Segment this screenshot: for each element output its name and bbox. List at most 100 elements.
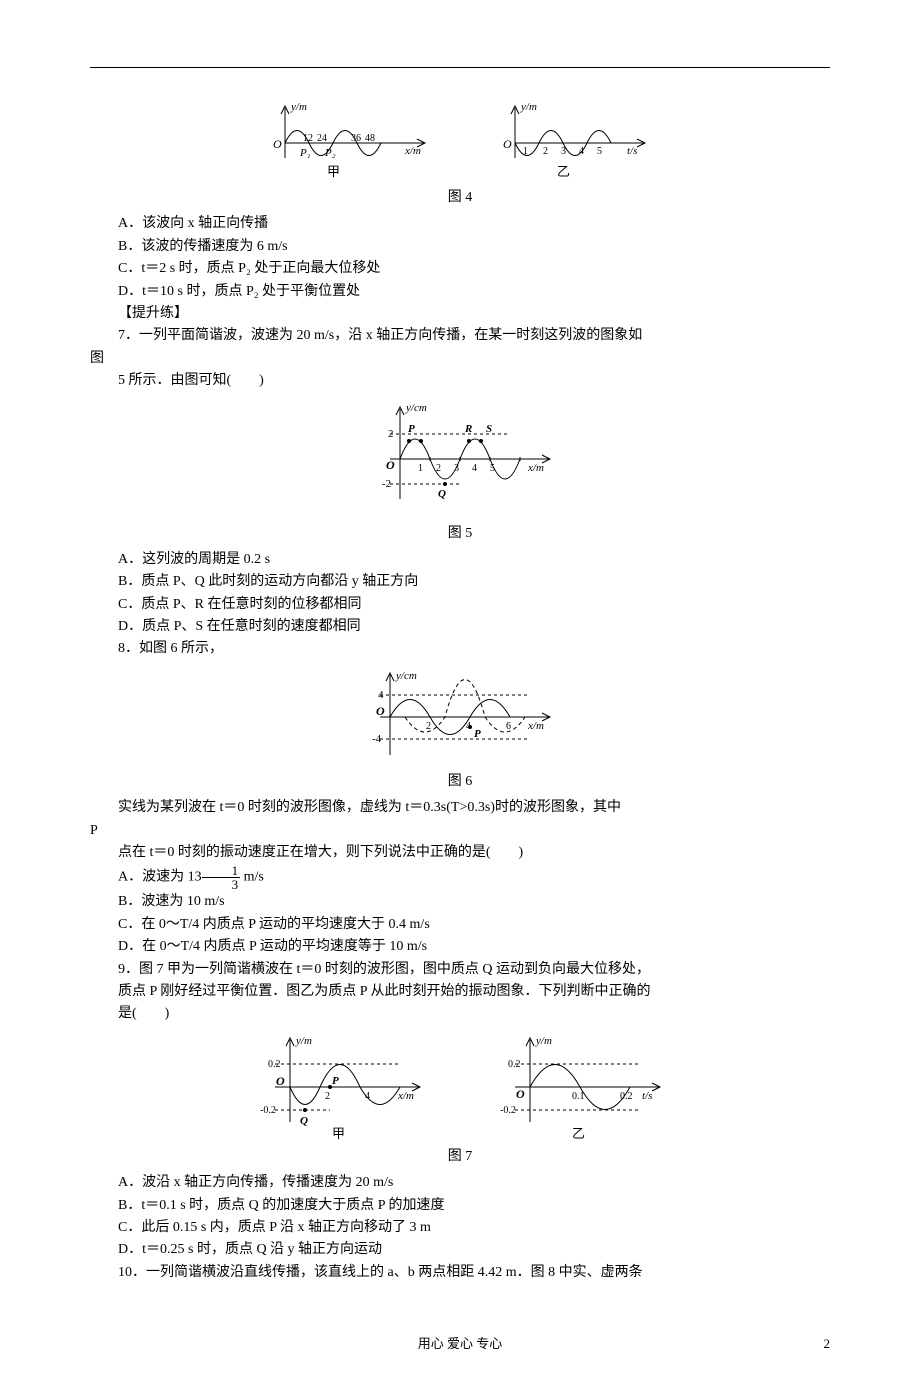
fig5-ymin: -2 — [382, 478, 391, 490]
figure-4: y/m O 12 24 36 48 x/m P₁ P₂ 甲 y/m O 1 2 … — [90, 98, 830, 183]
q8-A-frac: 13 — [202, 864, 241, 891]
fig7r-xlabel: t/s — [642, 1090, 652, 1102]
fig7l-ymax: 0.2 — [268, 1059, 281, 1070]
fig7r-ymin: -0.2 — [500, 1105, 516, 1116]
fig5-R: R — [464, 423, 472, 435]
section-heading: 【提升练】 — [90, 303, 830, 325]
fig7l-ymin: -0.2 — [260, 1105, 276, 1116]
q7-stem1b: 图 — [90, 348, 830, 370]
fig7r-origin: O — [516, 1087, 525, 1101]
q9-D: D．t＝0.25 s 时，质点 Q 沿 y 轴正方向运动 — [90, 1239, 830, 1261]
q8-A-post: m/s — [240, 870, 264, 885]
q9-stem2: 质点 P 刚好经过平衡位置．图乙为质点 P 从此时刻开始的振动图象．下列判断中正… — [90, 981, 830, 1003]
fig4-left-t1: 12 — [303, 133, 313, 144]
fig4-right-svg: y/m O 1 2 3 4 5 t/s 乙 — [495, 98, 655, 183]
fig5-origin: O — [386, 458, 395, 472]
fig4-right-t3: 3 — [561, 146, 566, 157]
q9-stem1: 9．图 7 甲为一列简谐横波在 t＝0 时刻的波形图，图中质点 Q 运动到负向最… — [90, 959, 830, 981]
fig7l-xt2: 4 — [365, 1091, 370, 1102]
fig4-left-svg: y/m O 12 24 36 48 x/m P₁ P₂ 甲 — [265, 98, 435, 183]
q7-C: C．质点 P、R 在任意时刻的位移都相同 — [90, 594, 830, 616]
fig4-left-p2: P₂ — [324, 147, 336, 159]
fig4-right-t2: 2 — [543, 146, 548, 157]
q8-stem3: 点在 t＝0 时刻的振动速度正在增大，则下列说法中正确的是( ) — [90, 842, 830, 864]
fig5-Q: Q — [438, 488, 446, 500]
fig7r-sub: 乙 — [572, 1126, 585, 1141]
fig4-left-ylabel: y/m — [290, 101, 307, 113]
fig5-xt1: 1 — [418, 463, 423, 474]
fig5-ylabel: y/cm — [405, 402, 427, 414]
fig7l-origin: O — [276, 1074, 285, 1088]
fig6-caption: 图 6 — [90, 771, 830, 793]
fig4-right-ylabel: y/m — [520, 101, 537, 113]
fig6-svg: y/cm 4 -4 O 2 4 6 x/m P — [360, 667, 560, 767]
q6-C: C．t＝2 s 时，质点 P₂ 处于正向最大位移处 — [90, 258, 830, 280]
fig4-caption: 图 4 — [90, 187, 830, 209]
top-rule — [90, 67, 830, 68]
q6-D: D．t＝10 s 时，质点 P₂ 处于平衡位置处 — [90, 281, 830, 303]
fig7l-xlabel: x/m — [397, 1090, 414, 1102]
q8-stem2b: P — [90, 820, 830, 842]
fig4-left-p1: P₁ — [299, 147, 311, 159]
fig5-xt3: 3 — [454, 463, 459, 474]
fig6-origin: O — [376, 704, 385, 718]
fig7r-xt1: 0.1 — [572, 1091, 585, 1102]
fig5-xt5: 5 — [490, 463, 495, 474]
q7-D: D．质点 P、S 在任意时刻的速度都相同 — [90, 616, 830, 638]
fig4-left-sub: 甲 — [327, 164, 340, 179]
fig6-ymin: -4 — [372, 733, 382, 745]
q8-A-frac-d: 3 — [202, 878, 241, 891]
fig7l-P: P — [332, 1075, 339, 1087]
q9-stem3: 是( ) — [90, 1003, 830, 1025]
q6-A: A．该波向 x 轴正向传播 — [90, 213, 830, 235]
fig4-left-t3: 36 — [351, 133, 361, 144]
q7-stem2: 5 所示．由图可知( ) — [90, 370, 830, 392]
fig7l-Q: Q — [300, 1115, 308, 1127]
fig5-ymax: 2 — [388, 428, 394, 440]
fig7r-ylabel: y/m — [535, 1035, 552, 1047]
q8-D: D．在 0～T/4 内质点 P 运动的平均速度等于 10 m/s — [90, 936, 830, 958]
fig4-right-t4: 4 — [579, 146, 584, 157]
fig5-svg: y/cm 2 -2 O 1 2 3 4 5 x/m P R S Q — [360, 399, 560, 519]
fig7r-xt2: 0.2 — [620, 1091, 633, 1102]
fig5-S: S — [486, 423, 492, 435]
fig7l-sub: 甲 — [332, 1126, 345, 1141]
fig5-xlabel: x/m — [527, 462, 544, 474]
q8-stem1: 8．如图 6 所示， — [90, 638, 830, 660]
fig4-left-t4: 48 — [365, 133, 375, 144]
fig4-right-t1: 1 — [523, 146, 528, 157]
q7-B: B．质点 P、Q 此时刻的运动方向都沿 y 轴正方向 — [90, 571, 830, 593]
figure-5: y/cm 2 -2 O 1 2 3 4 5 x/m P R S Q — [90, 399, 830, 519]
fig4-right-xlabel: t/s — [627, 145, 637, 157]
q8-C: C．在 0～T/4 内质点 P 运动的平均速度大于 0.4 m/s — [90, 914, 830, 936]
fig6-ymax: 4 — [378, 689, 384, 701]
fig6-xlabel: x/m — [527, 720, 544, 732]
fig7-caption: 图 7 — [90, 1146, 830, 1168]
q7-stem1: 7．一列平面简谐波，波速为 20 m/s，沿 x 轴正方向传播，在某一时刻这列波… — [90, 325, 830, 347]
footer-motto: 用心 爱心 专心 — [418, 1336, 503, 1351]
q9-B: B．t＝0.1 s 时，质点 Q 的加速度大于质点 P 的加速度 — [90, 1195, 830, 1217]
q8-B: B．波速为 10 m/s — [90, 891, 830, 913]
fig7r-ymax: 0.2 — [508, 1059, 521, 1070]
fig4-right-sub: 乙 — [557, 164, 570, 179]
fig5-P: P — [408, 423, 415, 435]
fig4-left-t2: 24 — [317, 133, 327, 144]
fig7l-xt1: 2 — [325, 1091, 330, 1102]
q8-A-frac-n: 1 — [202, 864, 241, 878]
fig4-left-xlabel: x/m — [404, 145, 421, 157]
fig6-xt1: 2 — [426, 721, 431, 732]
footer: 用心 爱心 专心 2 — [90, 1334, 830, 1355]
q10-stem: 10．一列简谐横波沿直线传播，该直线上的 a、b 两点相距 4.42 m．图 8… — [90, 1262, 830, 1284]
fig6-xt2: 4 — [466, 721, 471, 732]
fig7l-ylabel: y/m — [295, 1035, 312, 1047]
fig6-ylabel: y/cm — [395, 670, 417, 682]
page-number: 2 — [824, 1334, 831, 1355]
fig7-left-svg: y/m 0.2 -0.2 O 2 4 x/m P Q 甲 — [250, 1032, 430, 1142]
figure-7: y/m 0.2 -0.2 O 2 4 x/m P Q 甲 y/m 0.2 -0.… — [90, 1032, 830, 1142]
fig6-P: P — [474, 728, 481, 740]
q7-A: A．这列波的周期是 0.2 s — [90, 549, 830, 571]
fig5-xt2: 2 — [436, 463, 441, 474]
fig4-right-origin: O — [503, 137, 512, 151]
q9-C: C．此后 0.15 s 内，质点 P 沿 x 轴正方向移动了 3 m — [90, 1217, 830, 1239]
fig4-left-origin: O — [273, 137, 282, 151]
